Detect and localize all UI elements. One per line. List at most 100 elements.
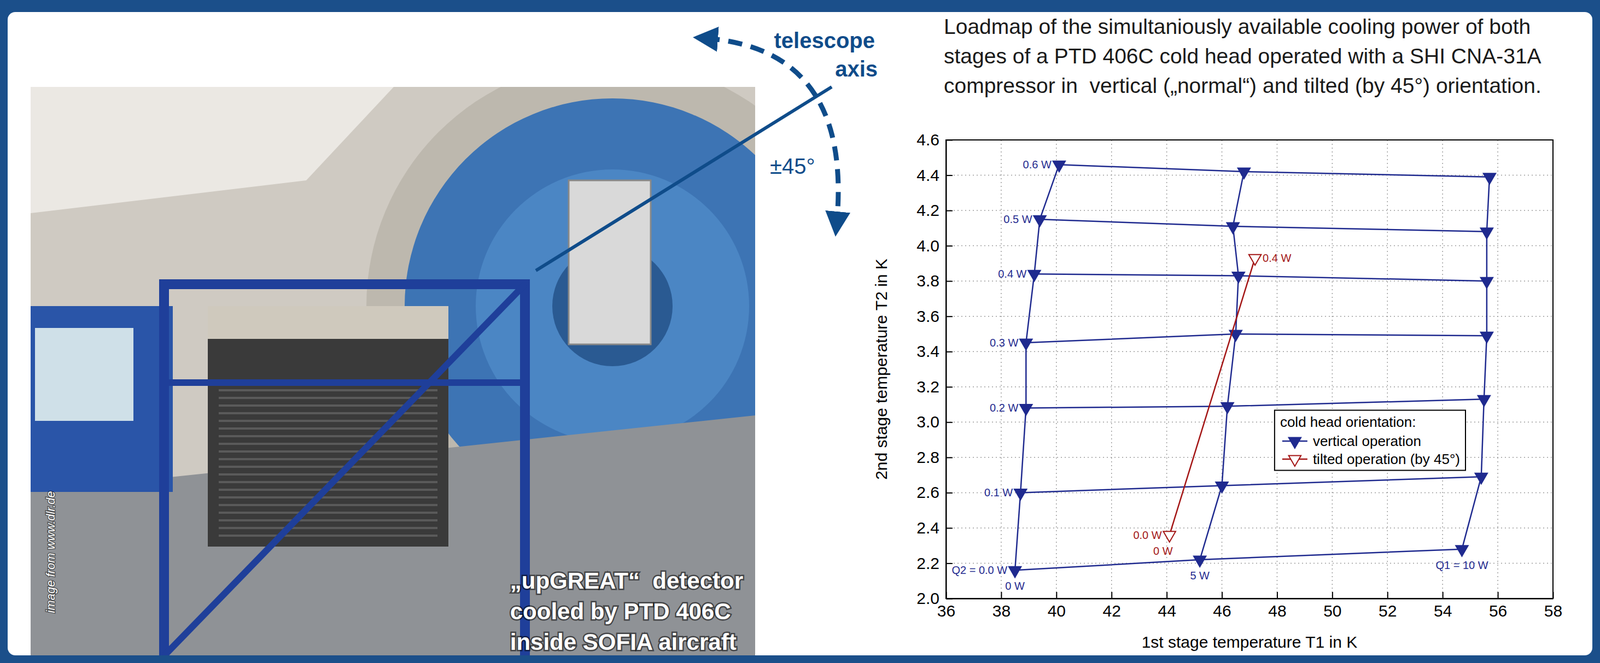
grid-line-x (1055, 139, 1058, 599)
tilt-label: ±45° (769, 154, 815, 179)
marker (1221, 403, 1234, 414)
tick: 44 (1157, 592, 1176, 621)
tick-label: 38 (992, 602, 1011, 621)
tick-mark (1387, 592, 1389, 599)
q2-label: 0.6 W (1023, 158, 1052, 171)
tick-mark (946, 174, 953, 177)
tick: 3.2 (916, 377, 953, 396)
grid-line-y (946, 351, 1553, 353)
q1-label: 0 W (1005, 580, 1025, 593)
tick-mark (1332, 592, 1334, 599)
load-line-q1 (1169, 258, 1255, 536)
tick-mark (946, 492, 953, 494)
photo-grill (218, 427, 438, 430)
tick-label: 44 (1157, 602, 1176, 621)
marker (1475, 473, 1488, 485)
tick-mark (1221, 592, 1223, 599)
marker (1033, 215, 1047, 227)
load-line-q1 (1014, 164, 1060, 571)
grid-line-x (1332, 139, 1334, 599)
q2-label: 0.2 W (989, 401, 1019, 414)
marker (1193, 556, 1207, 568)
tick: 2.8 (916, 448, 953, 467)
tick: 46 (1212, 592, 1231, 621)
marker (1019, 339, 1033, 351)
load-line-q2 (1059, 164, 1490, 178)
photo-grill (218, 511, 438, 515)
tick-label: 2.8 (916, 448, 940, 467)
photo-grill (218, 504, 438, 507)
axis-line (946, 598, 1554, 600)
caption-line: inside SOFIA aircraft (510, 629, 737, 656)
grid-line-x (1387, 139, 1389, 599)
grid-line-x (1497, 139, 1499, 599)
photo-caption: „upGREAT“ detectorcooled by PTD 406Cinsi… (510, 568, 744, 656)
marker (1053, 161, 1066, 173)
tick-mark (1552, 592, 1555, 599)
tick: 58 (1544, 592, 1563, 621)
marker (1215, 482, 1229, 494)
grid-line-y (946, 527, 1553, 529)
tick-mark (1055, 592, 1058, 599)
photo-frame-bar (164, 379, 525, 387)
q2-label: 0.5 W (1003, 213, 1032, 226)
tick-label: 3.4 (916, 342, 940, 361)
tick-mark (946, 316, 953, 318)
tick-mark (946, 245, 953, 247)
q2-label: 0.3 W (989, 336, 1019, 349)
x-axis-title: 1st stage temperature T1 in K (1141, 633, 1358, 652)
tick-label: 4.0 (916, 236, 940, 255)
photo-frame-strut (164, 284, 525, 656)
load-line-q2 (1025, 334, 1487, 343)
grid-line-y (946, 209, 1553, 212)
tick-mark (1000, 592, 1002, 599)
tick-label: 2.2 (916, 554, 940, 573)
tick-label: 2.6 (916, 483, 940, 502)
legend-entry: vertical operation (1312, 433, 1422, 450)
photo-compressor-top (207, 306, 449, 340)
canvas: image from www.dlr.de„upGREAT“ detectorc… (0, 0, 1600, 663)
y-axis: 2.02.22.42.62.83.03.23.43.63.84.04.24.44… (916, 130, 953, 608)
tick-label: 58 (1544, 602, 1563, 621)
chart: 3638404244464850525456582.02.22.42.62.83… (872, 130, 1563, 652)
tick: 50 (1323, 592, 1342, 621)
y-axis-title: 2nd stage temperature T2 in K (872, 258, 891, 481)
tick-mark (946, 351, 953, 353)
photo-grill (218, 527, 438, 530)
tick-label: 52 (1378, 602, 1397, 621)
legend: cold head orientation: vertical operation… (1274, 410, 1466, 471)
tick-label: 54 (1433, 602, 1452, 621)
tick-mark (946, 139, 953, 142)
marker (1248, 254, 1262, 266)
q2-label: 0.4 W (1262, 252, 1292, 265)
photo-grill (218, 496, 438, 499)
tick: 52 (1378, 592, 1397, 621)
point-labels: Q2 = 0.0 W0.1 W0.2 W0.3 W0.4 W0.5 W0.6 W… (951, 158, 1488, 593)
tick-label: 4.6 (916, 130, 940, 149)
tick: 3.8 (916, 271, 953, 290)
tick-label: 3.8 (916, 271, 940, 290)
photo-console (30, 306, 173, 493)
tick-label: 4.2 (916, 201, 940, 220)
photo-compressor (207, 306, 449, 547)
marker (1480, 332, 1494, 344)
axis-line (946, 140, 948, 600)
photo-grill (218, 458, 438, 461)
photo-grill (218, 450, 438, 453)
grid-line-x (1111, 139, 1113, 599)
tilt-arc (705, 38, 839, 225)
grid-line-y (946, 386, 1553, 388)
tick-label: 2.0 (916, 589, 940, 608)
legend-title: cold head orientation: (1280, 413, 1417, 431)
marker (1014, 489, 1027, 501)
q2-label: Q2 = 0.0 W (951, 564, 1008, 577)
grid-line-x (1221, 139, 1223, 599)
marker (1008, 567, 1022, 578)
tick-mark (1111, 592, 1113, 599)
tick-label: 48 (1268, 602, 1287, 621)
tick: 4.6 (916, 130, 953, 149)
grid-line-y (946, 316, 1553, 318)
tick-label: 4.4 (916, 166, 940, 185)
photo-telescope-flange (475, 169, 750, 443)
tick-mark (946, 281, 953, 283)
